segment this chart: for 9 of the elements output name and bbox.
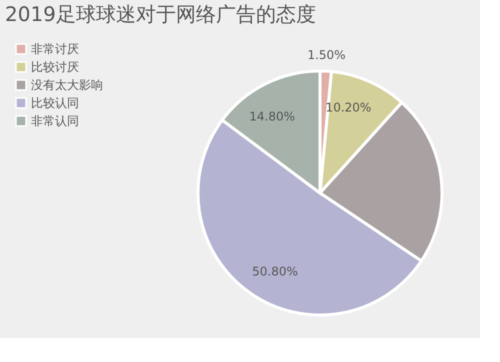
data-label: 1.50% xyxy=(307,48,346,62)
legend-label: 非常讨厌 xyxy=(31,42,79,56)
legend-label: 比较认同 xyxy=(31,96,79,110)
legend-label: 没有太大影响 xyxy=(31,78,103,92)
legend-label: 比较讨厌 xyxy=(31,60,79,74)
data-label: 14.80% xyxy=(249,109,295,124)
legend-label: 非常认同 xyxy=(31,114,79,128)
data-label: 50.80% xyxy=(252,264,298,278)
chart-title: 2019足球球迷对于网络广告的态度 xyxy=(5,2,316,26)
